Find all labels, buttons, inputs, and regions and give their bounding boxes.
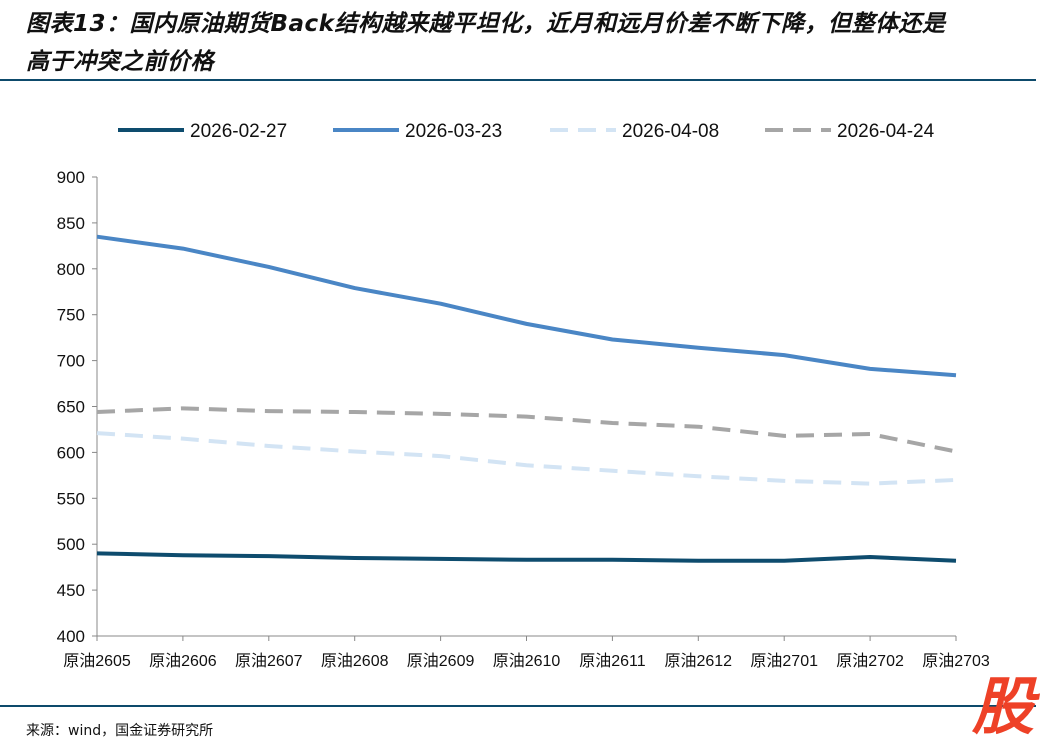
axes: 400 450 500 550 600 650 700 750 800 850 900 原油2605 原… xyxy=(57,168,990,670)
x-tick-label: 原油2703 xyxy=(922,652,990,670)
series-line-2026-04-24 xyxy=(96,406,957,454)
y-tick-label: 750 xyxy=(57,306,85,325)
y-tick-label: 850 xyxy=(57,214,85,233)
chart-title-line2: 高于冲突之前价格 xyxy=(26,49,214,75)
x-tick-label: 原油2608 xyxy=(321,652,389,670)
legend-label: 2026-03-23 xyxy=(405,121,502,142)
legend-label: 2026-02-27 xyxy=(190,121,287,142)
x-tick-label: 原油2610 xyxy=(493,652,561,670)
y-tick-label: 900 xyxy=(57,168,85,187)
y-tick-label: 550 xyxy=(57,489,85,508)
series-line-2026-04-08 xyxy=(96,431,957,486)
x-tick-label: 原油2611 xyxy=(579,652,646,670)
x-tick-label: 原油2701 xyxy=(750,652,818,670)
x-tick-label: 原油2605 xyxy=(63,652,131,670)
title-divider xyxy=(0,79,1036,81)
y-tick-label: 500 xyxy=(57,535,85,554)
legend-label: 2026-04-24 xyxy=(837,121,935,142)
y-tick-label: 600 xyxy=(57,443,85,462)
chart-title-line1: 图表13：国内原油期货Back结构越来越平坦化，近月和远月价差不断下降，但整体还… xyxy=(26,11,946,37)
y-tick-label: 650 xyxy=(57,398,85,417)
footer-divider xyxy=(0,705,1036,707)
x-tick-label: 原油2609 xyxy=(407,652,475,670)
series-line-2026-02-27 xyxy=(96,551,957,563)
y-tick-label: 450 xyxy=(57,581,85,600)
x-tick-label: 原油2606 xyxy=(149,652,217,670)
x-tick-label: 原油2612 xyxy=(664,652,732,670)
legend: 2026-02-27 2026-03-23 2026-04-08 2026-04-24 xyxy=(118,121,935,142)
legend-label: 2026-04-08 xyxy=(622,121,719,142)
source-note: 来源：wind，国金证券研究所 xyxy=(26,723,214,739)
y-tick-label: 400 xyxy=(57,627,85,646)
y-tick-label: 800 xyxy=(57,260,85,279)
series-lines xyxy=(96,234,957,563)
series-line-2026-03-23 xyxy=(96,234,957,378)
y-tick-label: 700 xyxy=(57,352,85,371)
x-tick-label: 原油2607 xyxy=(235,652,303,670)
watermark-logo: 股 xyxy=(972,670,1035,743)
x-tick-label: 原油2702 xyxy=(836,652,904,670)
